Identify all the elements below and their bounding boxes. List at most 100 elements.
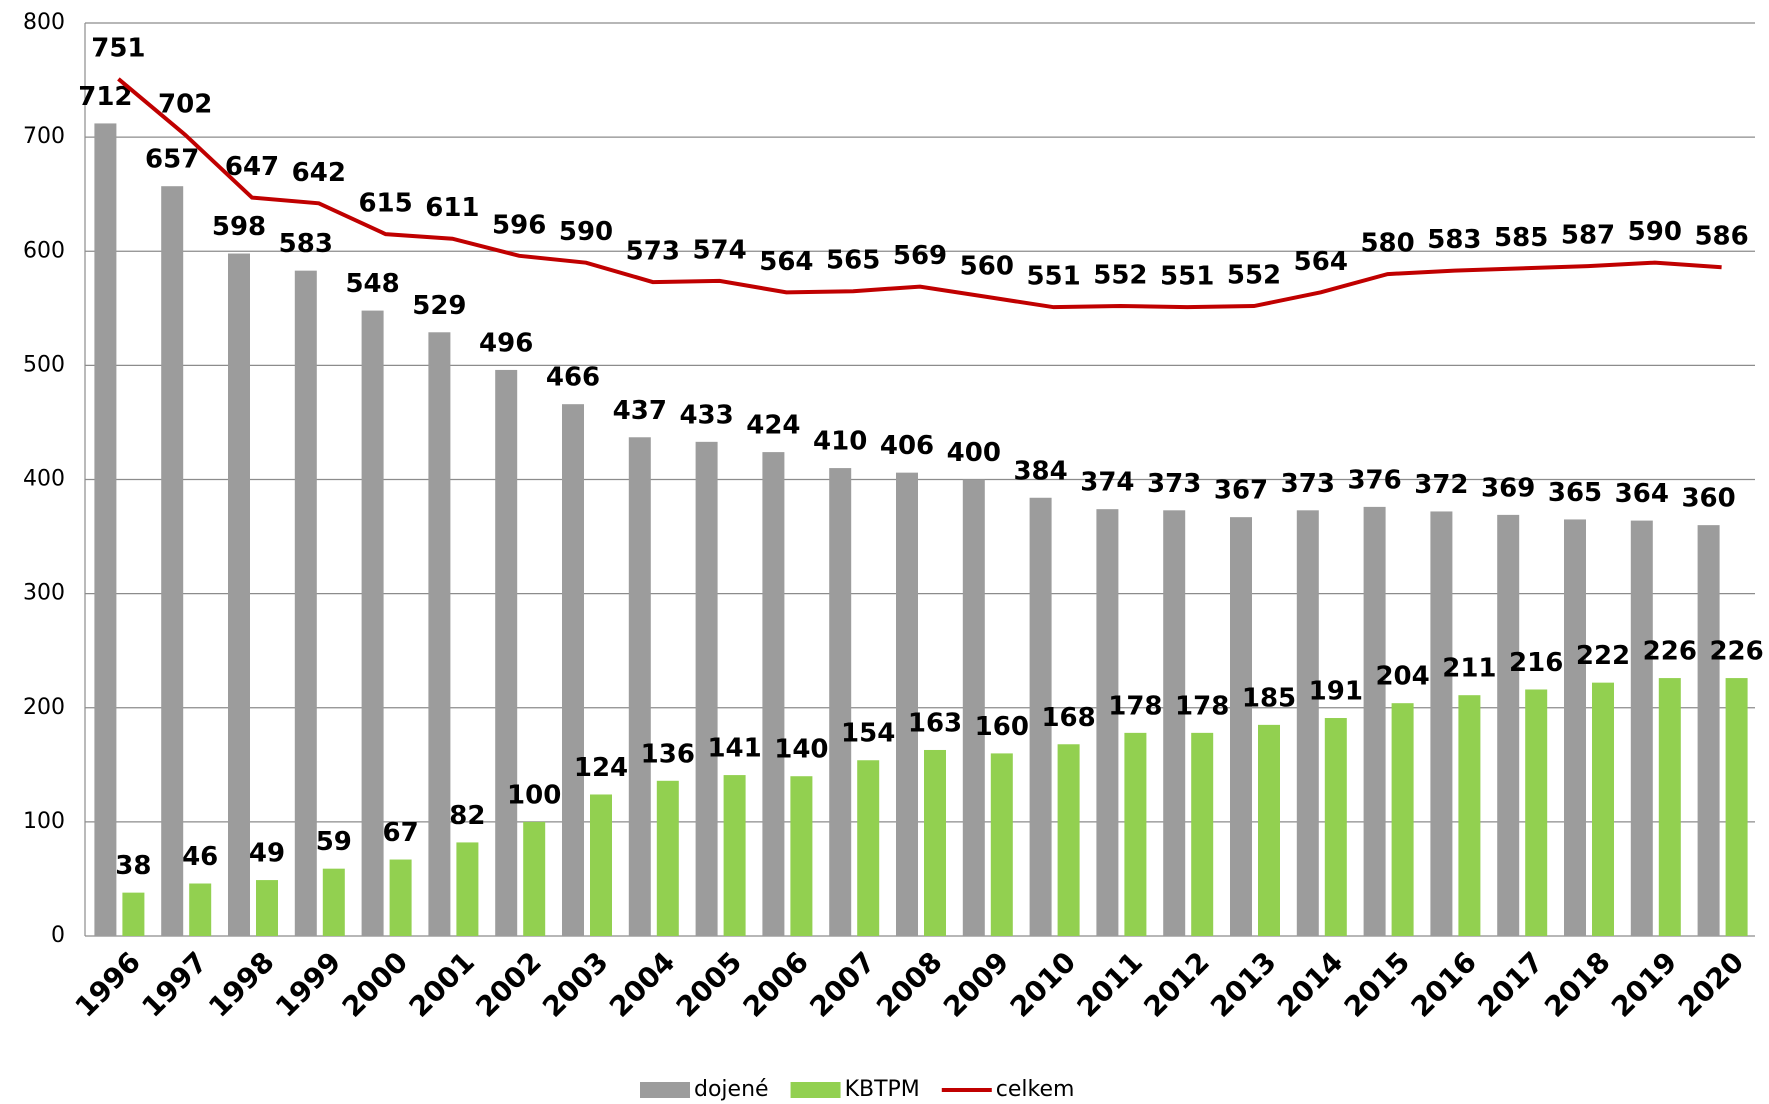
x-tick-label: 1997 xyxy=(135,945,213,1023)
bar xyxy=(1163,510,1186,936)
x-tick-label: 2008 xyxy=(870,945,948,1023)
data-label: 400 xyxy=(947,438,1001,468)
y-tick-label: 400 xyxy=(23,467,65,492)
bar xyxy=(1497,514,1520,936)
bar xyxy=(1096,509,1119,936)
bar xyxy=(1430,511,1453,936)
bar xyxy=(1258,724,1280,936)
data-label: 67 xyxy=(383,818,419,848)
data-label: 410 xyxy=(813,427,867,457)
bar xyxy=(990,753,1013,936)
x-tick-label: 2010 xyxy=(1004,945,1082,1023)
bar xyxy=(389,859,412,936)
bar xyxy=(1230,517,1252,936)
x-tick-label: 1999 xyxy=(269,945,347,1023)
data-label: 211 xyxy=(1442,654,1496,684)
bar xyxy=(1191,732,1214,936)
data-label: 596 xyxy=(492,210,546,240)
y-tick-label: 100 xyxy=(23,809,65,834)
line xyxy=(117,77,1722,310)
x-tick-label: 2003 xyxy=(536,945,614,1023)
x-tick-label: 2009 xyxy=(937,945,1015,1023)
bar xyxy=(228,253,250,937)
data-label: 82 xyxy=(449,801,485,831)
data-label: 574 xyxy=(692,235,746,265)
data-label: 580 xyxy=(1360,229,1414,259)
data-label: 424 xyxy=(746,411,800,441)
x-tick-label: 2019 xyxy=(1605,945,1683,1023)
bar xyxy=(161,186,184,937)
data-label: 216 xyxy=(1509,648,1563,678)
data-label: 373 xyxy=(1281,469,1335,499)
data-label: 657 xyxy=(145,145,199,175)
legend-label: celkem xyxy=(996,1077,1075,1102)
data-label: 702 xyxy=(158,89,212,119)
data-label: 598 xyxy=(212,212,266,242)
data-label: 124 xyxy=(574,753,628,783)
x-tick-label: 2017 xyxy=(1471,945,1549,1023)
data-label: 496 xyxy=(479,328,533,358)
x-tick-label: 2011 xyxy=(1071,945,1149,1023)
bar xyxy=(857,760,880,936)
bar xyxy=(122,892,145,936)
data-label: 565 xyxy=(826,246,880,276)
data-label: 433 xyxy=(679,400,733,430)
data-label: 191 xyxy=(1309,677,1363,707)
bar xyxy=(456,842,479,936)
y-tick-label: 700 xyxy=(23,124,65,149)
x-tick-label: 2001 xyxy=(403,945,481,1023)
bar xyxy=(361,310,384,937)
data-label: 529 xyxy=(412,291,466,321)
bar xyxy=(1525,689,1548,936)
data-label: 437 xyxy=(613,396,667,426)
x-tick-label: 2002 xyxy=(469,945,547,1023)
data-label: 367 xyxy=(1214,476,1268,506)
bar xyxy=(322,868,345,936)
data-label: 569 xyxy=(893,241,947,271)
bar xyxy=(1658,678,1681,936)
bar xyxy=(1630,520,1653,936)
x-tick-label: 2020 xyxy=(1672,945,1750,1023)
y-tick-label: 200 xyxy=(23,695,65,720)
bar xyxy=(723,775,746,936)
x-tick-label: 2015 xyxy=(1338,945,1416,1023)
bar xyxy=(590,794,612,936)
x-tick-label: 2013 xyxy=(1204,945,1282,1023)
y-tick-label: 500 xyxy=(23,352,65,377)
data-label: 372 xyxy=(1414,470,1468,500)
data-label: 178 xyxy=(1108,691,1162,721)
x-tick-label: 2018 xyxy=(1538,945,1616,1023)
data-label: 154 xyxy=(841,719,895,749)
data-label: 587 xyxy=(1561,221,1615,251)
bar xyxy=(1363,506,1386,936)
bar xyxy=(1592,682,1614,936)
x-tick-label: 2006 xyxy=(737,945,815,1023)
data-label: 586 xyxy=(1694,222,1748,252)
data-label: 360 xyxy=(1681,484,1735,514)
data-label: 141 xyxy=(707,734,761,764)
x-tick-label: 2012 xyxy=(1137,945,1215,1023)
legend-swatch xyxy=(640,1082,690,1098)
bar xyxy=(94,123,117,937)
bar xyxy=(1564,519,1586,936)
data-label: 560 xyxy=(960,251,1014,281)
bar xyxy=(562,404,584,936)
data-label: 466 xyxy=(546,363,600,393)
legend-label: KBTPM xyxy=(845,1077,920,1102)
bar xyxy=(628,437,651,936)
data-label: 100 xyxy=(507,780,561,810)
bar xyxy=(924,749,946,936)
data-label: 551 xyxy=(1026,262,1080,292)
bar xyxy=(962,479,985,936)
x-tick-label: 2005 xyxy=(670,945,748,1023)
data-label: 552 xyxy=(1093,261,1147,291)
data-label: 136 xyxy=(641,739,695,769)
data-label: 583 xyxy=(279,229,333,259)
data-label: 185 xyxy=(1242,683,1296,713)
bar xyxy=(896,472,918,936)
data-label: 226 xyxy=(1643,637,1697,667)
legend-label: dojené xyxy=(694,1077,769,1102)
bar xyxy=(1391,703,1414,936)
bar xyxy=(762,452,785,936)
